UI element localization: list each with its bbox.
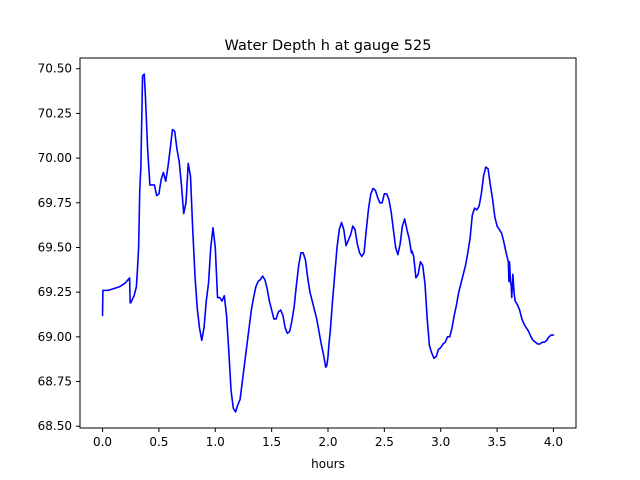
x-tick-label: 0.5 xyxy=(149,435,168,449)
x-tick-label: 1.5 xyxy=(262,435,281,449)
plot-area xyxy=(101,73,555,413)
x-tick-label: 0.0 xyxy=(93,435,112,449)
series-line xyxy=(101,73,555,413)
x-tick-label: 2.5 xyxy=(375,435,394,449)
chart-title: Water Depth h at gauge 525 xyxy=(225,38,432,54)
x-tick-label: 3.0 xyxy=(431,435,450,449)
y-tick-label: 68.50 xyxy=(38,419,72,433)
x-tick-label: 4.0 xyxy=(544,435,563,449)
x-tick-label: 2.0 xyxy=(318,435,337,449)
y-tick-label: 69.50 xyxy=(38,240,72,254)
x-tick-label: 1.0 xyxy=(206,435,225,449)
y-tick-label: 70.00 xyxy=(38,151,72,165)
y-tick-label: 69.25 xyxy=(38,285,72,299)
y-tick-label: 70.50 xyxy=(38,62,72,76)
y-tick-label: 68.75 xyxy=(38,375,72,389)
x-tick-label: 3.5 xyxy=(488,435,507,449)
y-tick-label: 69.00 xyxy=(38,330,72,344)
axes-frame xyxy=(79,57,577,429)
axis-ticks: 0.0 0.5 1.0 1.5 2.0 2.5 3.0 3.5 4.0 68.50 68.75 69.… xyxy=(38,62,563,449)
y-tick-label: 69.75 xyxy=(38,196,72,210)
y-tick-label: 70.25 xyxy=(38,106,72,120)
x-axis-label: hours xyxy=(311,457,345,471)
